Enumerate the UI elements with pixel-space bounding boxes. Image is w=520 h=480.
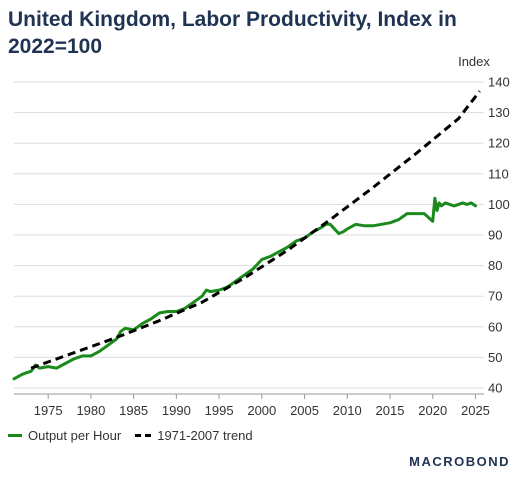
y-tick-label: 90 [488, 228, 502, 243]
x-tick-label: 2000 [247, 403, 276, 418]
legend-swatch-dashed [135, 434, 152, 437]
y-tick-label: 60 [488, 319, 502, 334]
x-tick-label: 1985 [119, 403, 148, 418]
brand-logo: MACROBOND [409, 454, 510, 469]
legend-item-trend[interactable]: 1971-2007 trend [135, 428, 253, 443]
x-tick-label: 1975 [34, 403, 63, 418]
legend: Output per Hour 1971-2007 trend [8, 428, 267, 443]
x-tick-label: 1995 [205, 403, 234, 418]
series-line-output-per-hour [12, 196, 477, 381]
series-layer [12, 90, 481, 381]
x-tick-label: 1980 [76, 403, 105, 418]
series-line-trend [30, 90, 481, 370]
x-tick-label: 2025 [461, 403, 490, 418]
x-tick-label: 2015 [376, 403, 405, 418]
x-tick-label: 2010 [333, 403, 362, 418]
legend-item-output-per-hour[interactable]: Output per Hour [8, 428, 121, 443]
legend-swatch-solid [8, 434, 22, 437]
y-tick-label: 80 [488, 258, 502, 273]
y-axis: 40 50 60 70 80 90 100 110 120 130 140 [488, 75, 510, 396]
x-tick-label: 1990 [162, 403, 191, 418]
y-tick-label: 100 [488, 197, 510, 212]
y-tick-label: 50 [488, 350, 502, 365]
x-tick-label: 2005 [290, 403, 319, 418]
y-tick-label: 130 [488, 105, 510, 120]
y-tick-label: 140 [488, 75, 510, 90]
y-tick-label: 110 [488, 166, 509, 181]
y-tick-label: 120 [488, 136, 510, 151]
y-tick-label: 40 [488, 381, 502, 396]
y-axis-unit-label: Index [458, 54, 490, 69]
chart-title: United Kingdom, Labor Productivity, Inde… [8, 8, 457, 58]
x-tick-label: 2020 [418, 403, 447, 418]
x-axis: 1975 1980 1985 1990 1995 2000 2005 2010 2015 2020… [14, 393, 490, 418]
y-tick-label: 70 [488, 289, 502, 304]
legend-label: Output per Hour [28, 428, 122, 443]
grid [14, 81, 484, 389]
legend-label: 1971-2007 trend [157, 428, 253, 443]
